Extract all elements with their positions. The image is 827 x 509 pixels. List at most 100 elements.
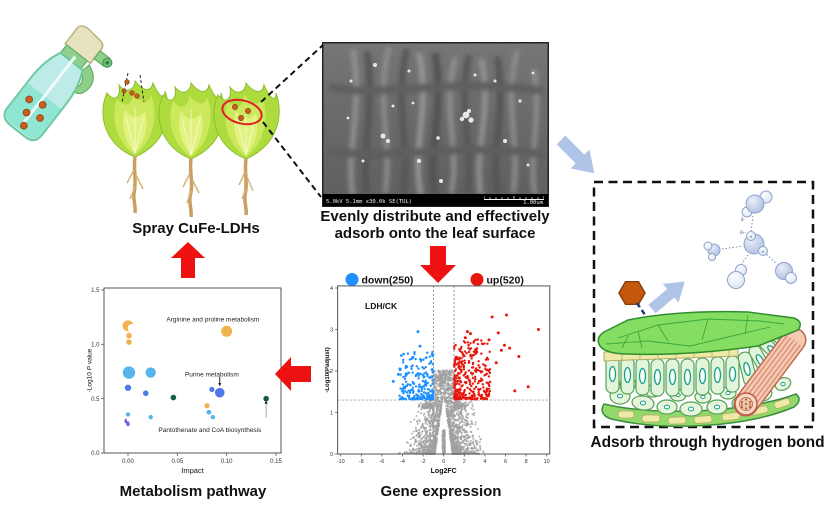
svg-text:3: 3 bbox=[330, 328, 333, 334]
blue-arrow-to-box bbox=[556, 135, 595, 174]
svg-text:4: 4 bbox=[330, 286, 333, 292]
svg-text:Impact: Impact bbox=[181, 466, 204, 475]
bubble-point bbox=[145, 367, 156, 378]
hydrogen-bond-dashed-line bbox=[635, 302, 658, 332]
bubble-point bbox=[142, 390, 149, 397]
spongy-cells bbox=[609, 377, 792, 417]
volcano-condition-label: LDH/CK bbox=[365, 301, 398, 311]
bubble-point bbox=[148, 414, 153, 420]
svg-text:Log2FC: Log2FC bbox=[431, 468, 457, 475]
leaf-upper-surface bbox=[597, 310, 801, 356]
svg-text:1.0: 1.0 bbox=[91, 343, 100, 349]
svg-text:0.15: 0.15 bbox=[270, 459, 282, 465]
bubble-point bbox=[126, 339, 132, 345]
bubble-points bbox=[122, 320, 269, 426]
svg-text:10: 10 bbox=[544, 459, 550, 465]
bubble-point bbox=[263, 395, 269, 402]
svg-text:0.5: 0.5 bbox=[91, 397, 100, 403]
svg-text:down(250): down(250) bbox=[362, 275, 414, 287]
gene-expression-caption-text: Gene expression bbox=[380, 483, 502, 500]
sem-particles bbox=[346, 63, 535, 183]
palisade-cells bbox=[605, 328, 796, 397]
spray-caption-text: Spray CuFe-LDHs bbox=[132, 220, 260, 237]
spray-caption: Spray CuFe-LDHs bbox=[96, 220, 296, 238]
hydrogen-bond-box bbox=[592, 180, 815, 429]
svg-text:0.00: 0.00 bbox=[122, 459, 134, 465]
spray-mist bbox=[121, 72, 145, 103]
svg-text:-Log10(Padjust): -Log10(Padjust) bbox=[325, 347, 331, 392]
bubble-point bbox=[210, 414, 216, 420]
sem-metadata-text: 5.0kV 5.1mm x30.0k SE(TUL) bbox=[326, 199, 413, 205]
sem-caption: Evenly distribute and effectively adsorb… bbox=[304, 208, 566, 242]
sem-caption-line2: adsorb onto the leaf surface bbox=[334, 224, 536, 242]
zoom-ellipse-annotation bbox=[221, 44, 324, 198]
svg-text:Arginine and proline metabolis: Arginine and proline metabolism bbox=[166, 316, 259, 323]
svg-text:Purine metabolism: Purine metabolism bbox=[185, 372, 239, 379]
svg-text:0: 0 bbox=[442, 459, 445, 465]
svg-text:-Log10 P value: -Log10 P value bbox=[87, 348, 94, 392]
bubble-point bbox=[124, 384, 132, 391]
bubble-axes: 0.00 0.05 0.10 0.15 0.0 0.5 1.0 1.5 Impact -Log10… bbox=[87, 288, 283, 475]
bubble-point bbox=[126, 332, 132, 339]
svg-text:2: 2 bbox=[463, 459, 466, 465]
bubble-point bbox=[122, 366, 136, 379]
svg-text:4: 4 bbox=[483, 459, 486, 465]
volcano-axes: -10 -8 -6 -4 -2 0 2 4 6 8 10 0 1 2 3 4 Log2FC -Log10(Padj… bbox=[325, 286, 550, 475]
gene-expression-volcano-chart: down(250) up(520) -10 -8 -6 -4 -2 0 2 4 6 8 10 0 1 2 3 4 L… bbox=[325, 273, 551, 475]
red-arrow-up bbox=[171, 242, 205, 278]
bubble-point bbox=[209, 386, 215, 393]
svg-text:8: 8 bbox=[525, 459, 528, 465]
sem-caption-line1: Evenly distribute and effectively bbox=[320, 208, 550, 225]
sem-image-panel: 5.0kV 5.1mm x30.0k SE(TUL) 1.00um bbox=[322, 42, 549, 207]
svg-text:0.0: 0.0 bbox=[91, 451, 100, 457]
svg-text:0: 0 bbox=[330, 452, 333, 458]
spray-bottle-icon bbox=[3, 25, 113, 142]
lettuce-plants-icon bbox=[102, 79, 280, 218]
svg-text:0.05: 0.05 bbox=[171, 459, 183, 465]
delta-minus-label: δ- bbox=[741, 217, 746, 222]
leaf-vein-tube bbox=[733, 327, 807, 417]
svg-text:-6: -6 bbox=[379, 459, 384, 465]
svg-text:1: 1 bbox=[330, 411, 333, 417]
delta-plus-label: δ+ bbox=[740, 230, 746, 235]
water-molecule-cluster-icon: δ- δ+ H H bbox=[703, 190, 797, 289]
bubble-point bbox=[170, 394, 177, 401]
hydrogen-bond-caption: Adsorb through hydrogen bond bbox=[588, 434, 827, 452]
h-label-1: H bbox=[750, 234, 753, 239]
red-ellipse bbox=[221, 98, 263, 126]
svg-text:-10: -10 bbox=[337, 459, 345, 465]
gene-expression-caption: Gene expression bbox=[341, 483, 541, 501]
bubble-point bbox=[126, 422, 130, 426]
sem-scale-ruler bbox=[484, 195, 544, 200]
bubble-point bbox=[206, 409, 212, 415]
bubble-point bbox=[214, 387, 225, 398]
blue-arrow-desorb bbox=[648, 281, 685, 314]
sem-info-bar: 5.0kV 5.1mm x30.0k SE(TUL) 1.00um bbox=[323, 194, 548, 206]
metabolism-caption: Metabolism pathway bbox=[93, 483, 293, 501]
volcano-legend: down(250) up(520) bbox=[345, 273, 524, 287]
svg-text:-4: -4 bbox=[400, 459, 405, 465]
svg-text:0.10: 0.10 bbox=[221, 459, 233, 465]
dashed-connector-bottom bbox=[262, 121, 322, 198]
h-label-2: H bbox=[762, 249, 765, 254]
hydrogen-bond-caption-text: Adsorb through hydrogen bond bbox=[590, 434, 825, 451]
ldh-particles-in-bottle bbox=[20, 95, 47, 130]
leaf-cross-section-icon bbox=[597, 310, 807, 427]
svg-text:-8: -8 bbox=[359, 459, 364, 465]
bubble-annotations: Arginine and proline metabolism Purine me… bbox=[158, 316, 262, 434]
svg-text:Pantothenate and CoA biosynthe: Pantothenate and CoA biosynthesis bbox=[158, 427, 262, 434]
metabolism-pathway-chart: 0.00 0.05 0.10 0.15 0.0 0.5 1.0 1.5 Impact -Log10… bbox=[87, 287, 283, 475]
svg-text:2: 2 bbox=[330, 369, 333, 375]
svg-text:6: 6 bbox=[504, 459, 507, 465]
sem-micrograph bbox=[322, 42, 549, 196]
svg-text:-2: -2 bbox=[421, 459, 426, 465]
volcano-points bbox=[391, 313, 540, 455]
svg-text:1.5: 1.5 bbox=[91, 288, 100, 294]
bubble-point bbox=[125, 412, 131, 417]
metabolism-caption-text: Metabolism pathway bbox=[119, 483, 267, 500]
sem-scale-label: 1.00um bbox=[523, 200, 543, 206]
svg-text:up(520): up(520) bbox=[487, 275, 524, 287]
bubble-point bbox=[204, 403, 210, 409]
bubble-point bbox=[221, 325, 233, 337]
